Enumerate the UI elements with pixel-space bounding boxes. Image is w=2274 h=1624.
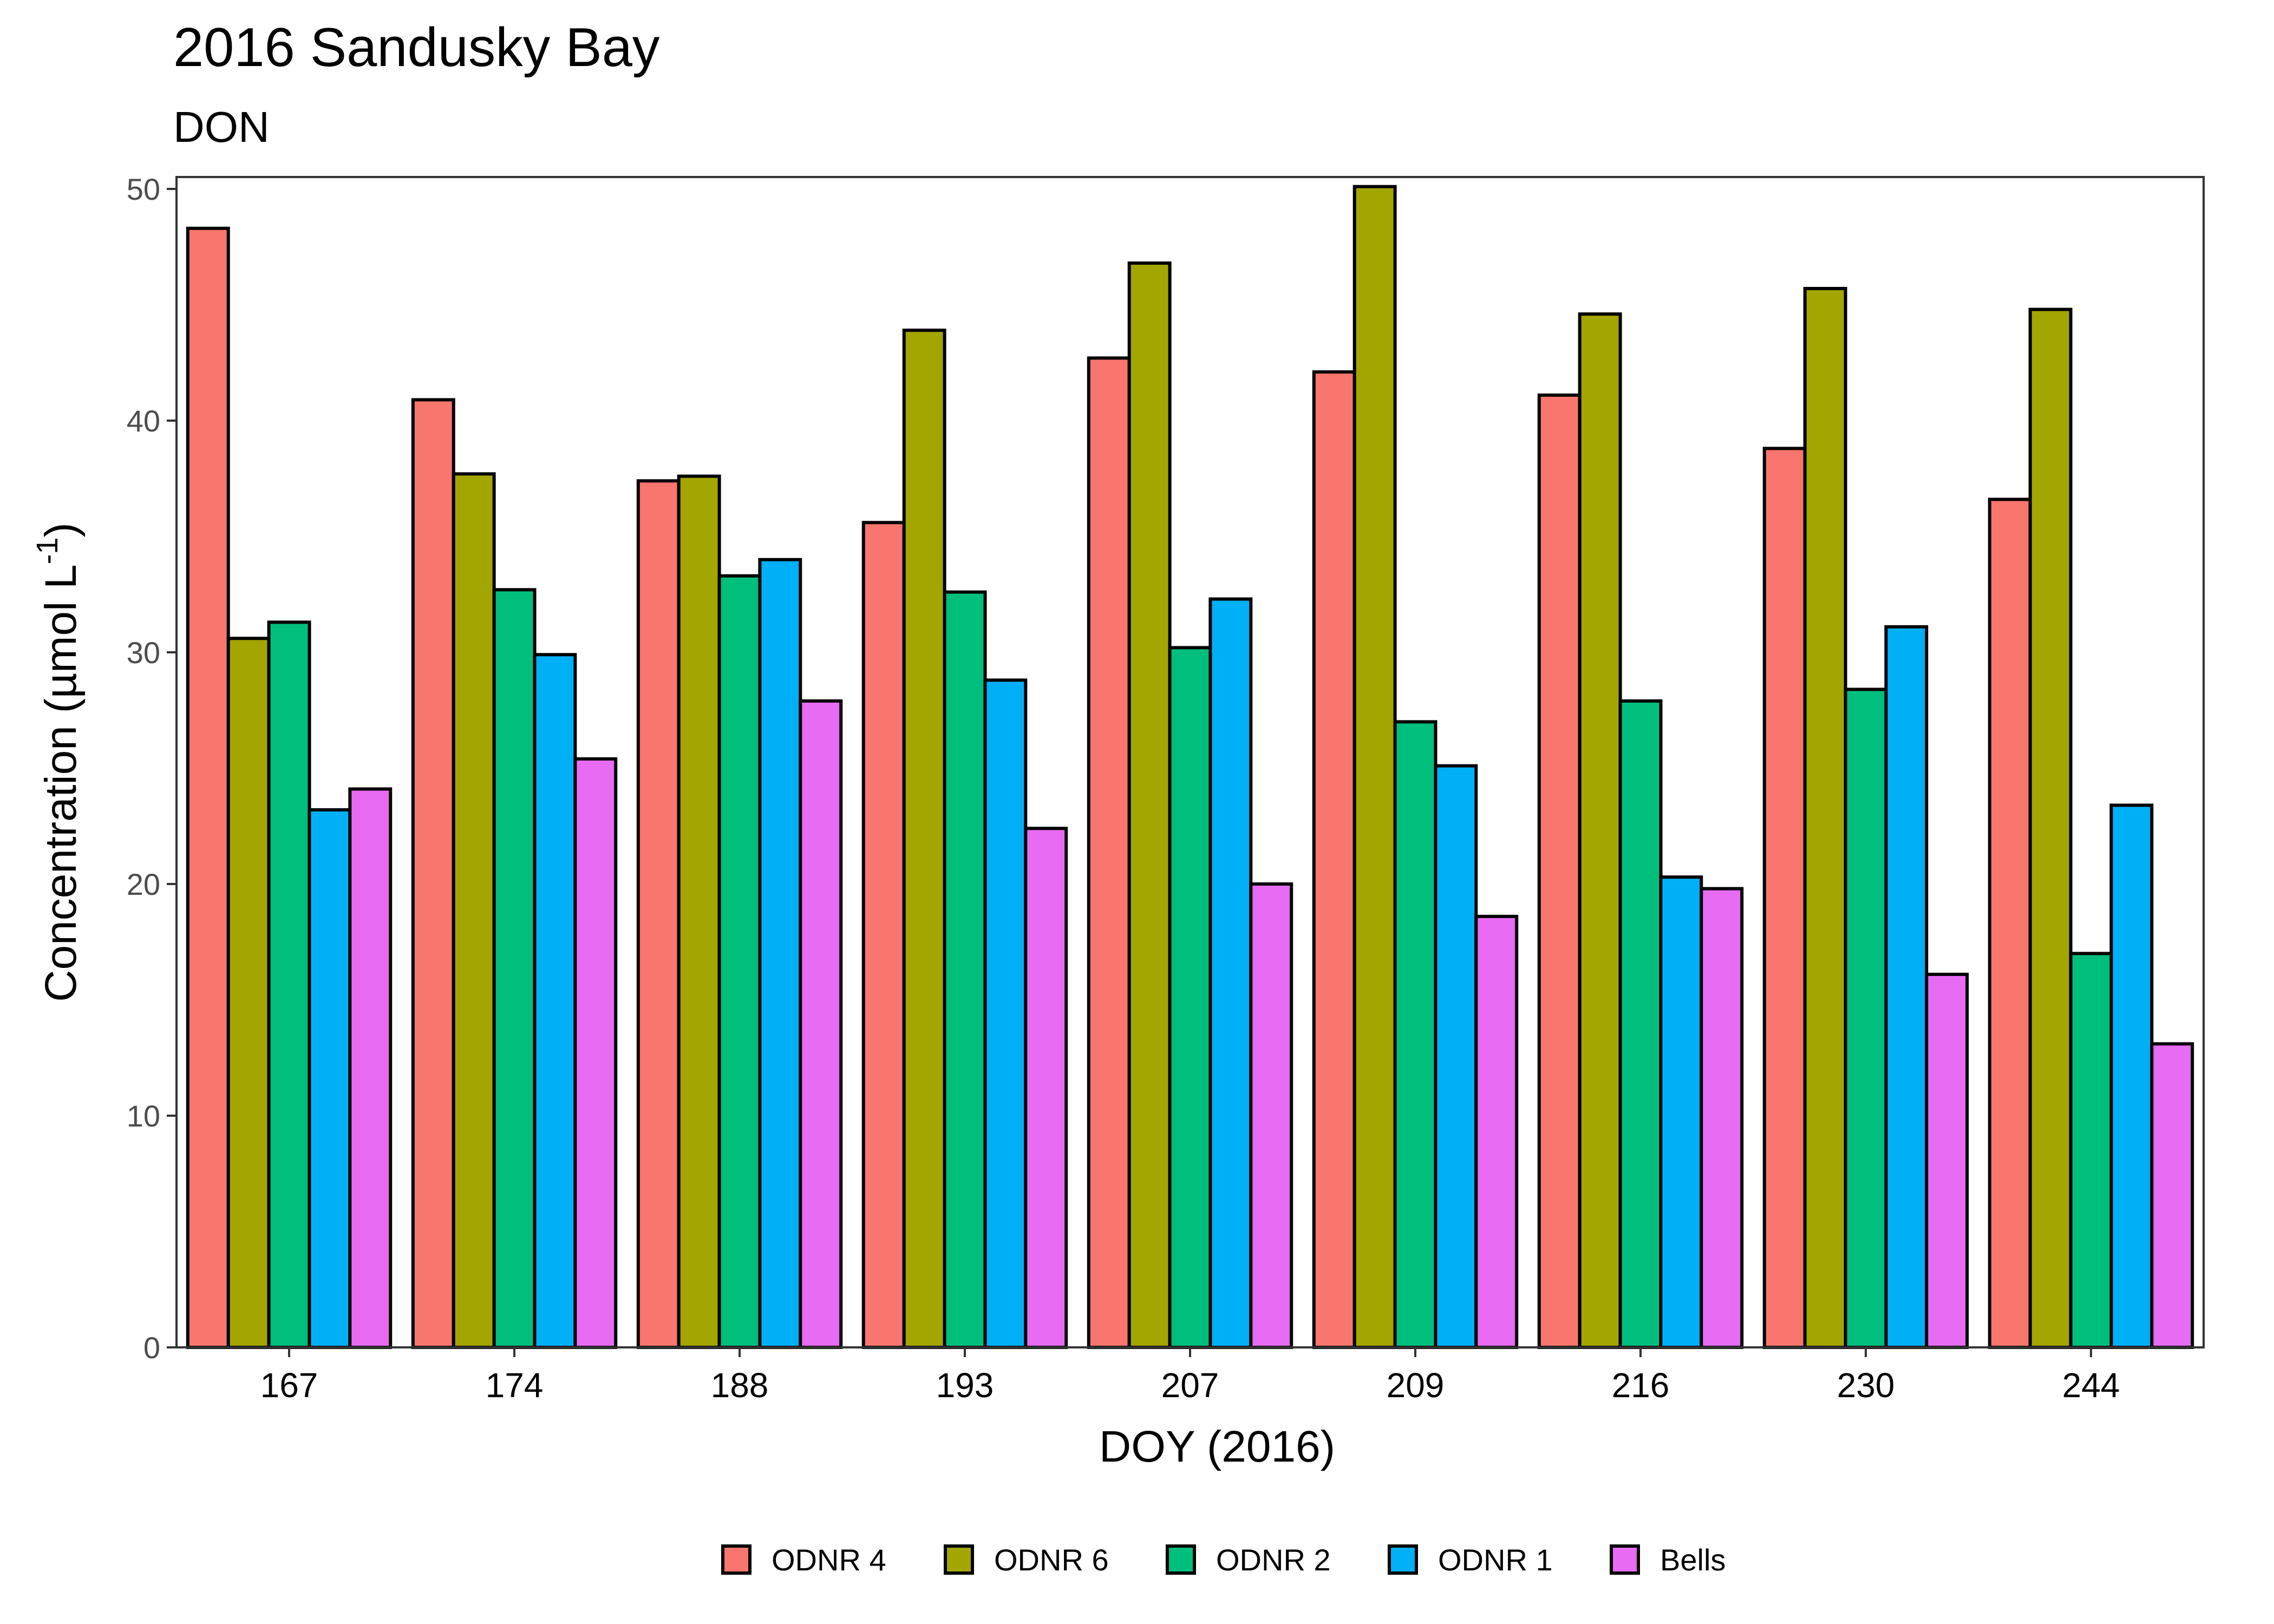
y-tick-label: 0 <box>143 1331 160 1365</box>
y-axis: 0 10 20 30 40 50 <box>127 172 177 1365</box>
y-tick-label: 20 <box>127 867 160 901</box>
bar-bells-doy-188 <box>799 699 843 1349</box>
x-tick-label: 209 <box>1387 1366 1445 1405</box>
bar-odnr-6-doy-167 <box>226 637 271 1349</box>
bar-odnr-4-doy-244 <box>1988 497 2032 1349</box>
y-axis-title: Concentration (µmol L-1) <box>30 522 86 1002</box>
bar-odnr-1-doy-209 <box>1434 764 1478 1349</box>
x-tick-label: 174 <box>486 1366 544 1405</box>
bar-odnr-2-doy-207 <box>1168 646 1212 1349</box>
bar-bells-doy-244 <box>2150 1042 2194 1350</box>
legend-key-odnr-6 <box>944 1544 974 1575</box>
bar-odnr-2-doy-193 <box>943 590 987 1349</box>
bar-odnr-4-doy-167 <box>186 226 230 1349</box>
bar-odnr-1-doy-230 <box>1884 625 1929 1349</box>
bar-bells-doy-209 <box>1474 914 1519 1349</box>
bar-odnr-6-doy-216 <box>1578 312 1622 1349</box>
bar-odnr-6-doy-188 <box>677 474 721 1350</box>
legend-key-odnr-2 <box>1166 1544 1196 1575</box>
y-axis-title-close: ) <box>36 522 86 537</box>
bar-odnr-4-doy-207 <box>1087 356 1131 1349</box>
x-axis-title: DOY (2016) <box>1099 1422 1335 1471</box>
legend-key-bells <box>1610 1544 1640 1575</box>
y-axis-title-exponent: -1 <box>30 538 64 565</box>
legend-label: Bells <box>1660 1543 1726 1577</box>
x-axis: 167 174 188 193 207 209 216 230 244 <box>260 1347 2120 1405</box>
bar-bells-doy-174 <box>573 757 618 1349</box>
legend-key-odnr-1 <box>1388 1544 1418 1575</box>
y-axis-title-main: Concentration (µmol L <box>36 564 86 1001</box>
bar-odnr-4-doy-209 <box>1312 370 1356 1349</box>
bar-odnr-6-doy-230 <box>1803 287 1847 1349</box>
bar-odnr-2-doy-244 <box>2069 952 2113 1349</box>
bar-odnr-6-doy-209 <box>1352 185 1397 1350</box>
y-tick-label: 50 <box>127 172 160 206</box>
bar-odnr-6-doy-244 <box>2028 307 2073 1349</box>
y-tick-label: 40 <box>127 404 160 438</box>
legend-label: ODNR 1 <box>1438 1543 1553 1577</box>
bar-odnr-2-doy-188 <box>717 574 762 1349</box>
bar-odnr-2-doy-174 <box>492 588 537 1349</box>
chart-title: 2016 Sandusky Bay <box>173 17 660 78</box>
bar-odnr-2-doy-167 <box>267 620 311 1349</box>
x-tick-label: 188 <box>711 1366 769 1405</box>
bar-odnr-4-doy-230 <box>1762 447 1807 1349</box>
y-tick-label: 10 <box>127 1099 160 1133</box>
bar-bells-doy-207 <box>1249 882 1293 1349</box>
bar-odnr-2-doy-230 <box>1844 687 1888 1349</box>
bars <box>186 185 2194 1350</box>
bar-odnr-1-doy-193 <box>983 678 1028 1349</box>
legend-label: ODNR 6 <box>994 1543 1109 1577</box>
bar-odnr-1-doy-167 <box>308 808 352 1349</box>
bar-odnr-2-doy-209 <box>1393 720 1437 1349</box>
bar-odnr-2-doy-216 <box>1618 699 1663 1349</box>
legend-key-odnr-4 <box>721 1544 752 1575</box>
x-tick-label: 244 <box>2062 1366 2120 1405</box>
bar-odnr-4-doy-193 <box>861 521 906 1349</box>
plot-area <box>175 176 2205 1350</box>
bar-odnr-4-doy-216 <box>1537 393 1582 1349</box>
chart-subtitle: DON <box>173 103 270 151</box>
bar-odnr-1-doy-216 <box>1659 875 1703 1349</box>
bar-odnr-1-doy-244 <box>2109 803 2154 1349</box>
x-tick-label: 216 <box>1612 1366 1670 1405</box>
y-tick-label: 30 <box>127 636 160 670</box>
bar-odnr-6-doy-174 <box>452 472 496 1349</box>
bar-odnr-1-doy-174 <box>533 653 577 1349</box>
bar-odnr-4-doy-174 <box>411 398 455 1349</box>
legend: ODNR 4 ODNR 6 ODNR 2 ODNR 1 Bells <box>721 1543 1726 1577</box>
legend-label: ODNR 4 <box>772 1543 886 1577</box>
bar-odnr-6-doy-193 <box>902 329 946 1349</box>
bar-odnr-1-doy-188 <box>758 558 802 1349</box>
bar-bells-doy-216 <box>1700 887 1744 1349</box>
x-tick-label: 230 <box>1837 1366 1895 1405</box>
bar-bells-doy-167 <box>348 787 393 1349</box>
x-tick-label: 193 <box>936 1366 994 1405</box>
legend-label: ODNR 2 <box>1216 1543 1331 1577</box>
bar-bells-doy-193 <box>1024 827 1068 1350</box>
x-tick-label: 167 <box>260 1366 318 1405</box>
bar-odnr-4-doy-188 <box>636 479 681 1349</box>
bar-odnr-1-doy-207 <box>1208 597 1253 1349</box>
bar-odnr-6-doy-207 <box>1127 261 1172 1349</box>
x-tick-label: 207 <box>1161 1366 1219 1405</box>
bar-bells-doy-230 <box>1925 972 1969 1349</box>
